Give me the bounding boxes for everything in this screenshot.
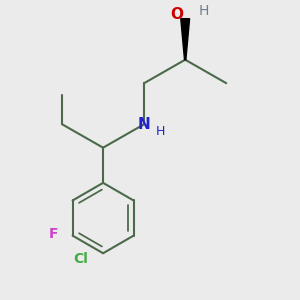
Text: H: H bbox=[199, 4, 209, 18]
Text: N: N bbox=[138, 117, 151, 132]
Text: Cl: Cl bbox=[74, 252, 88, 266]
Text: O: O bbox=[170, 7, 183, 22]
Text: F: F bbox=[49, 227, 58, 241]
Polygon shape bbox=[181, 19, 190, 60]
Text: H: H bbox=[156, 125, 165, 138]
